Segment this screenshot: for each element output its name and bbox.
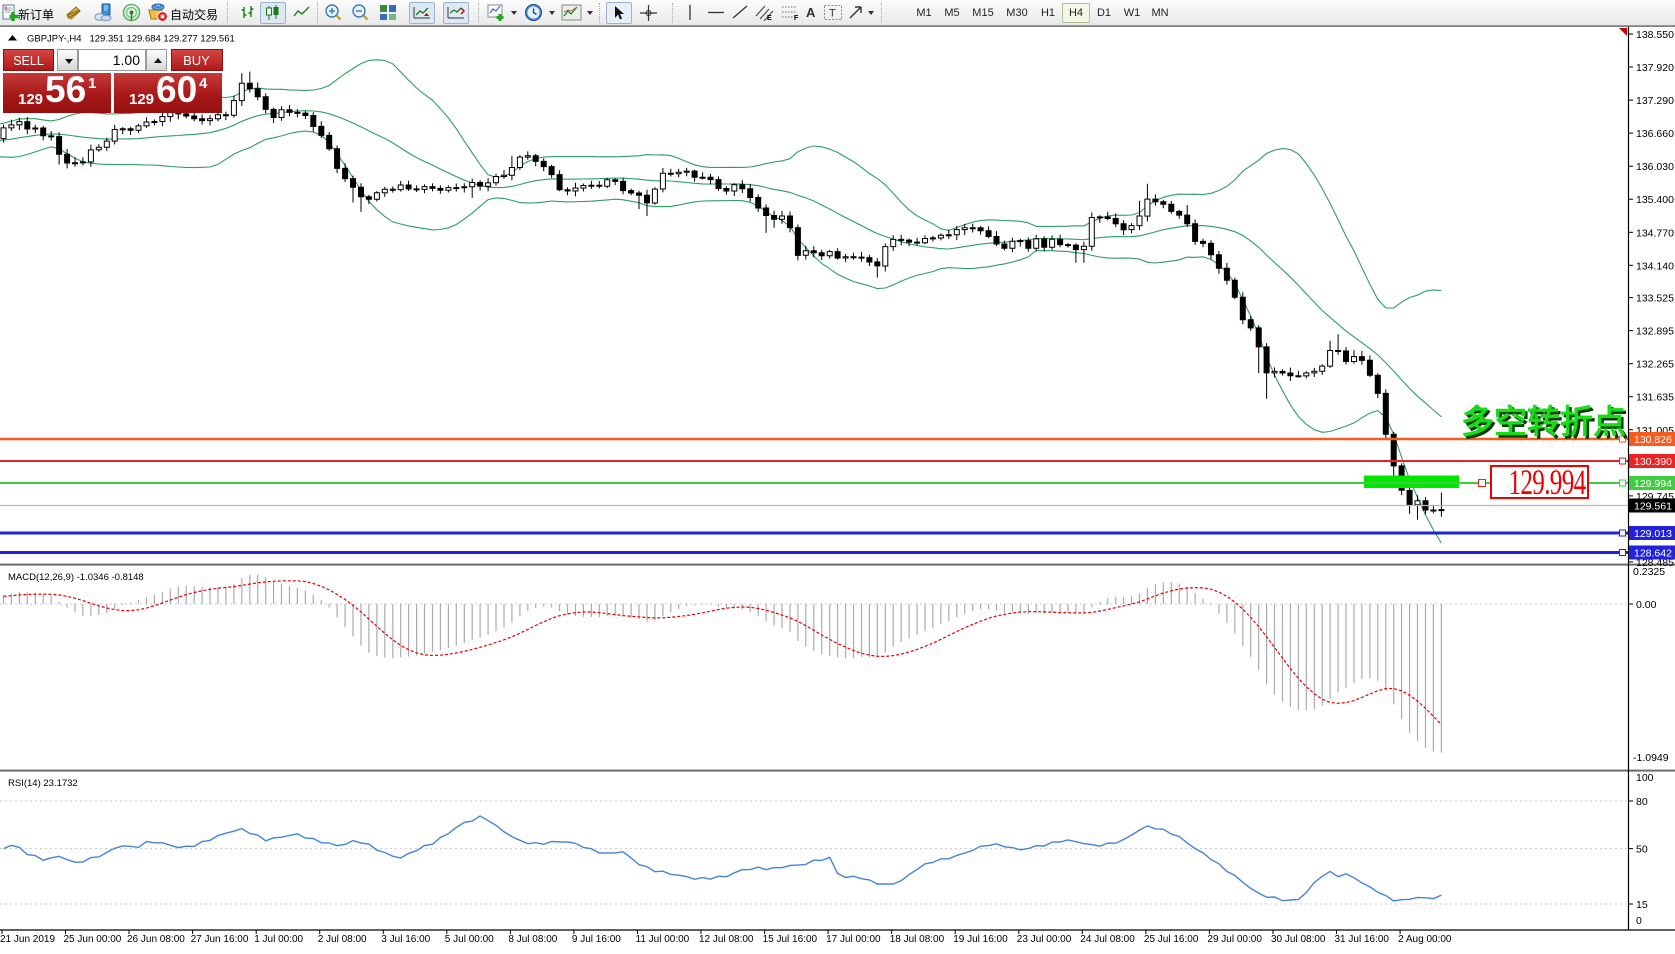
svg-text:100: 100: [1636, 772, 1654, 784]
svg-text:133.525: 133.525: [1636, 293, 1674, 305]
svg-text:129.561: 129.561: [1634, 501, 1672, 513]
svg-text:129.994: 129.994: [1634, 478, 1672, 490]
svg-text:23 Jul 00:00: 23 Jul 00:00: [1017, 934, 1072, 945]
svg-text:T: T: [829, 8, 836, 20]
svg-text:12 Jul 08:00: 12 Jul 08:00: [699, 934, 754, 945]
svg-text:27 Jun 16:00: 27 Jun 16:00: [191, 934, 249, 945]
svg-text:30 Jul 08:00: 30 Jul 08:00: [1271, 934, 1326, 945]
svg-text:130.390: 130.390: [1634, 456, 1672, 468]
svg-text:E: E: [767, 15, 772, 21]
svg-text:21 Jun 2019: 21 Jun 2019: [0, 934, 55, 945]
svg-text:31 Jul 16:00: 31 Jul 16:00: [1335, 934, 1390, 945]
svg-text:8 Jul 08:00: 8 Jul 08:00: [508, 934, 557, 945]
svg-text:1 Jul 00:00: 1 Jul 00:00: [254, 934, 303, 945]
svg-text:15: 15: [1636, 899, 1648, 911]
svg-text:19 Jul 16:00: 19 Jul 16:00: [953, 934, 1008, 945]
svg-text:24 Jul 08:00: 24 Jul 08:00: [1080, 934, 1135, 945]
svg-text:29 Jul 00:00: 29 Jul 00:00: [1207, 934, 1262, 945]
svg-text:15 Jul 16:00: 15 Jul 16:00: [763, 934, 818, 945]
svg-text:17 Jul 00:00: 17 Jul 00:00: [826, 934, 881, 945]
svg-text:136.030: 136.030: [1636, 161, 1674, 173]
svg-text:128.485: 128.485: [1636, 557, 1674, 569]
svg-text:130.826: 130.826: [1634, 434, 1672, 446]
svg-text:18 Jul 08:00: 18 Jul 08:00: [890, 934, 945, 945]
svg-text:2 Jul 08:00: 2 Jul 08:00: [318, 934, 367, 945]
svg-text:3 Jul 16:00: 3 Jul 16:00: [381, 934, 430, 945]
svg-text:128.642: 128.642: [1634, 548, 1672, 560]
svg-text:138.550: 138.550: [1636, 29, 1674, 41]
svg-text:134.770: 134.770: [1636, 227, 1674, 239]
svg-text:-1.0949: -1.0949: [1633, 752, 1669, 764]
svg-text:RSI(14) 23.1732: RSI(14) 23.1732: [8, 778, 78, 789]
svg-text:137.290: 137.290: [1636, 95, 1674, 107]
svg-text:MACD(12,26,9) -1.0346 -0.8148: MACD(12,26,9) -1.0346 -0.8148: [8, 572, 144, 583]
svg-text:132.895: 132.895: [1636, 326, 1674, 338]
svg-text:134.140: 134.140: [1636, 260, 1674, 272]
svg-text:129.013: 129.013: [1634, 528, 1672, 540]
svg-text:9 Jul 16:00: 9 Jul 16:00: [572, 934, 621, 945]
svg-text:F: F: [794, 15, 799, 21]
svg-text:0: 0: [1636, 915, 1642, 927]
svg-text:26 Jun 08:00: 26 Jun 08:00: [127, 934, 185, 945]
svg-text:132.265: 132.265: [1636, 359, 1674, 371]
svg-text:136.660: 136.660: [1636, 128, 1674, 140]
svg-text:135.400: 135.400: [1636, 194, 1674, 206]
svg-text:GBPJPY-,H4 129.351 129.684 1: GBPJPY-,H4 129.351 129.684 129.277 129.5…: [27, 34, 235, 45]
svg-text:25 Jul 16:00: 25 Jul 16:00: [1144, 934, 1199, 945]
svg-text:0.00: 0.00: [1636, 599, 1657, 611]
svg-text:137.920: 137.920: [1636, 62, 1674, 74]
svg-text:50: 50: [1636, 844, 1648, 856]
svg-text:11 Jul 00:00: 11 Jul 00:00: [636, 934, 690, 945]
svg-text:131.635: 131.635: [1636, 392, 1674, 404]
svg-text:5 Jul 00:00: 5 Jul 00:00: [445, 934, 494, 945]
svg-text:0.2325: 0.2325: [1633, 566, 1665, 578]
svg-text:25 Jun 00:00: 25 Jun 00:00: [64, 934, 122, 945]
svg-text:2 Aug 00:00: 2 Aug 00:00: [1398, 934, 1452, 945]
svg-text:80: 80: [1636, 796, 1648, 808]
